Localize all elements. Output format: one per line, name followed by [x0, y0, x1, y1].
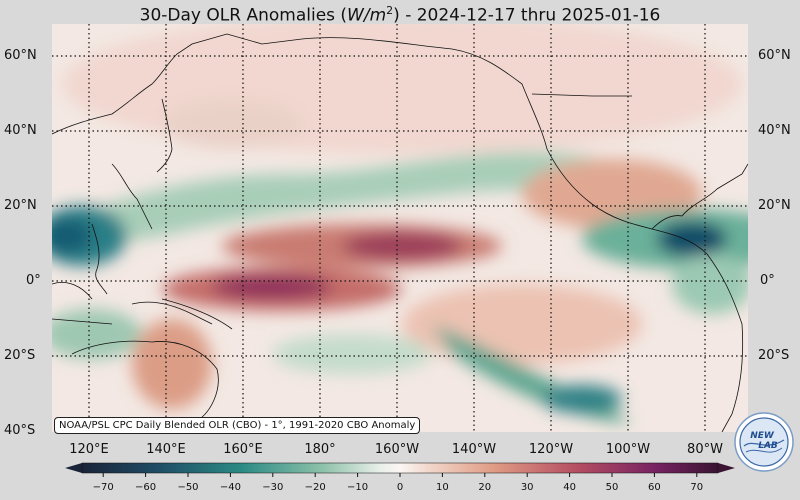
colorbar-tick-label: −10 — [347, 482, 369, 493]
colorbar-min-arrow — [65, 463, 82, 473]
lat-label-left-20n: 20°N — [4, 198, 37, 213]
chart-title: 30-Day OLR Anomalies (W/m2) - 2024-12-17… — [139, 4, 661, 26]
colorbar-tick-label: −40 — [219, 482, 241, 493]
lon-label-140e: 140°E — [146, 442, 186, 457]
colorbar-tick-label: −60 — [135, 482, 157, 493]
colorbar-tick-label: −20 — [304, 482, 326, 493]
lon-label-160e: 160°E — [223, 442, 263, 457]
colorbar-tick-label: 20 — [478, 482, 492, 493]
lat-label-right-20n: 20°N — [758, 198, 791, 213]
newlab-logo: NEW LAB — [734, 412, 794, 472]
data-source-credit: NOAA/PSL CPC Daily Blended OLR (CBO) - 1… — [54, 417, 421, 434]
colorbar-tick-label: 60 — [648, 482, 661, 493]
colorbar-tick-label: −50 — [177, 482, 199, 493]
lon-label-140w: 140°W — [451, 442, 497, 457]
lat-label-right-20s: 20°S — [758, 348, 790, 363]
logo-text-top: NEW — [750, 431, 775, 441]
lat-label-left-40n: 40°N — [4, 123, 37, 138]
colorbar-tick-label: −30 — [262, 482, 284, 493]
lat-label-right-40n: 40°N — [758, 123, 791, 138]
lat-label-left-60n: 60°N — [4, 48, 37, 63]
lon-label-80w: 80°W — [687, 442, 723, 457]
graticule — [52, 24, 748, 432]
colorbar-tick-label: 40 — [563, 482, 576, 493]
lon-label-100w: 100°W — [605, 442, 651, 457]
colorbar — [65, 462, 735, 477]
lat-label-left-20s: 20°S — [4, 348, 36, 363]
lat-label-right-0: 0° — [760, 273, 775, 288]
lon-label-160w: 160°W — [374, 442, 420, 457]
colorbar-max-arrow — [718, 463, 735, 473]
colorbar-tick-label: −70 — [92, 482, 114, 493]
lat-label-right-60n: 60°N — [758, 48, 791, 63]
colorbar-tick-label: 50 — [605, 482, 619, 493]
colorbar-tick-label: 10 — [436, 482, 449, 493]
colorbar-gradient — [81, 462, 719, 474]
logo-text-bottom: LAB — [758, 441, 778, 451]
colorbar-tick-label: 70 — [690, 482, 704, 493]
lon-label-120w: 120°W — [528, 442, 574, 457]
colorbar-tick-label: 30 — [520, 482, 534, 493]
lat-label-left-40s: 40°S — [4, 423, 36, 438]
colorbar-tick-label: 0 — [396, 482, 404, 493]
lon-label-180: 180° — [304, 442, 336, 457]
lat-label-left-0: 0° — [26, 273, 41, 288]
lon-label-120e: 120°E — [69, 442, 109, 457]
olr-anomaly-map — [52, 24, 748, 432]
